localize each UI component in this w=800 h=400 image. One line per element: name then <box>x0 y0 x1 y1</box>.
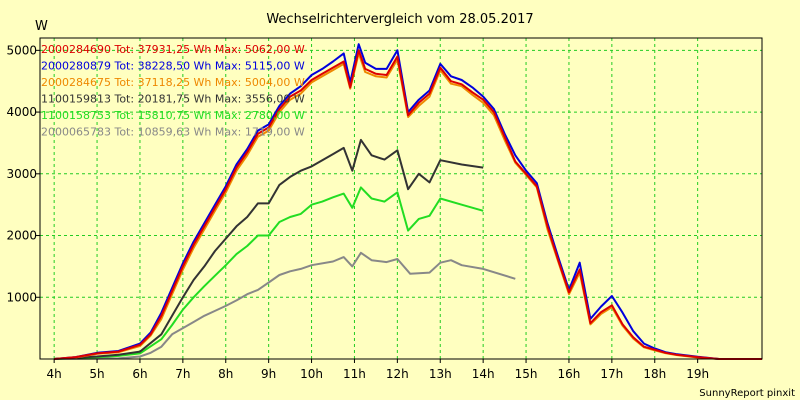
y-tick-label-0: 1000 <box>6 290 37 304</box>
plot-frame <box>39 37 763 360</box>
x-tick-label-9: 13h <box>429 367 452 381</box>
y-tick-label-3: 4000 <box>6 105 37 119</box>
y-tick-label-4: 5000 <box>6 43 37 57</box>
x-tick-label-14: 18h <box>643 367 666 381</box>
legend-entry-0: 2000284690 Tot: 37931,25 Wh Max: 5062,00… <box>41 43 305 56</box>
chart-title: Wechselrichtervergleich vom 28.05.2017 <box>266 12 533 27</box>
x-tick-label-10: 14h <box>472 367 495 381</box>
legend-entry-4: 1100158753 Tot: 15810,75 Wh Max: 2780,00… <box>41 109 305 122</box>
x-tick-label-8: 12h <box>386 367 409 381</box>
series-lines <box>54 43 762 360</box>
series-line-5 <box>54 251 516 360</box>
legend: 2000284690 Tot: 37931,25 Wh Max: 5062,00… <box>41 43 305 139</box>
x-tick-label-13: 17h <box>600 367 623 381</box>
series-line-4 <box>54 186 484 360</box>
x-tick-label-1: 5h <box>89 367 104 381</box>
x-tick-label-4: 8h <box>218 367 233 381</box>
credit-text: SunnyReport pinxit <box>699 388 795 399</box>
grid-lines <box>40 38 762 359</box>
x-tick-label-12: 16h <box>558 367 581 381</box>
series-line-0 <box>54 49 762 360</box>
y-axis-unit-label: W <box>35 19 48 34</box>
x-axis-ticks: 4h 5h 6h 7h 8h 9h 10h 11h 12h 13h 14h 15h 16h 17h 18h 1… <box>47 359 709 381</box>
x-tick-label-11: 15h <box>515 367 538 381</box>
legend-entry-3: 1100159813 Tot: 20181,75 Wh Max: 3556,00… <box>41 93 305 106</box>
x-tick-label-3: 7h <box>175 367 190 381</box>
series-line-1 <box>54 43 762 360</box>
y-tick-label-1: 2000 <box>6 229 37 243</box>
y-axis-ticks: 1000 2000 3000 4000 5000 <box>6 43 40 304</box>
legend-entry-2: 2000284675 Tot: 37118,25 Wh Max: 5004,00… <box>41 76 305 89</box>
x-tick-label-5: 9h <box>261 367 276 381</box>
x-tick-label-0: 4h <box>47 367 62 381</box>
series-line-3 <box>54 138 484 360</box>
x-tick-label-2: 6h <box>132 367 147 381</box>
x-tick-label-6: 10h <box>300 367 323 381</box>
legend-entry-1: 2000280879 Tot: 38228,50 Wh Max: 5115,00… <box>41 60 305 73</box>
x-tick-label-7: 11h <box>343 367 366 381</box>
y-tick-label-2: 3000 <box>6 167 37 181</box>
legend-entry-5: 2000065783 Tot: 10859,63 Wh Max: 1719,00… <box>41 126 305 139</box>
x-tick-label-15: 19h <box>686 367 709 381</box>
